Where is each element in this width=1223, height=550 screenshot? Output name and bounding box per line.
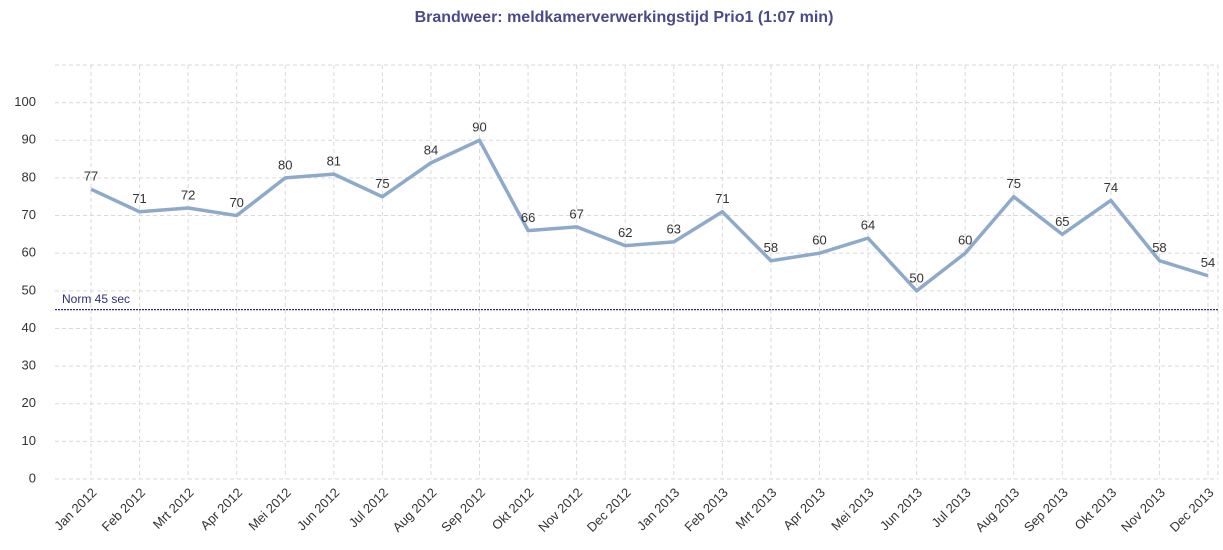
x-tick-label: Dec 2013 [1167,485,1217,535]
data-label: 71 [715,191,729,206]
x-tick-label: Apr 2012 [197,485,245,533]
x-tick-label: Nov 2013 [1118,485,1168,535]
x-tick-label: Aug 2012 [390,485,440,535]
x-tick-label: Jul 2013 [928,485,973,530]
data-label: 63 [667,221,681,236]
data-label: 58 [1152,240,1166,255]
x-tick-label: Mrt 2013 [733,485,780,532]
y-tick-label: 30 [22,358,36,373]
data-label: 75 [375,176,389,191]
data-label: 54 [1201,255,1215,270]
data-label: 66 [521,210,535,225]
y-tick-label: 100 [14,94,36,109]
x-tick-label: Nov 2012 [535,485,585,535]
x-tick-label: Sep 2013 [1021,485,1071,535]
x-tick-label: Mrt 2012 [150,485,197,532]
x-tick-label: Sep 2012 [438,485,488,535]
x-tick-label: Dec 2012 [584,485,634,535]
x-tick-label: Feb 2013 [681,485,730,534]
x-tick-label: Okt 2013 [1072,485,1120,533]
data-label: 67 [569,206,583,221]
x-tick-label: Jun 2013 [877,485,925,533]
reference-label: Norm 45 sec [62,292,130,306]
y-tick-label: 70 [22,207,36,222]
data-label: 70 [229,195,243,210]
y-tick-label: 0 [29,470,36,485]
data-label: 60 [812,233,826,248]
data-label: 75 [1007,176,1021,191]
y-tick-label: 10 [22,433,36,448]
y-tick-label: 50 [22,282,36,297]
data-label: 64 [861,218,875,233]
data-label: 71 [132,191,146,206]
data-label: 65 [1055,214,1069,229]
data-label: 58 [764,240,778,255]
x-tick-label: Apr 2013 [780,485,828,533]
data-label: 74 [1104,180,1118,195]
y-tick-label: 60 [22,245,36,260]
data-label: 84 [424,142,438,157]
data-label: 90 [472,120,486,135]
data-label: 80 [278,157,292,172]
data-label: 81 [327,154,341,169]
x-tick-label: Mei 2013 [828,485,876,533]
y-tick-label: 90 [22,132,36,147]
y-tick-label: 80 [22,169,36,184]
x-tick-label: Jul 2012 [346,485,391,530]
x-tick-label: Jan 2012 [51,485,99,533]
data-label: 50 [909,270,923,285]
x-tick-label: Jun 2012 [294,485,342,533]
y-tick-label: 40 [22,320,36,335]
data-label: 77 [84,169,98,184]
data-line [90,138,1209,293]
y-tick-label: 20 [22,395,36,410]
x-tick-label: Okt 2012 [489,485,537,533]
x-tick-label: Feb 2012 [99,485,148,534]
chart-title: Brandweer: meldkamerverwerkingstijd Prio… [415,9,834,26]
data-label: 60 [958,233,972,248]
x-tick-label: Jan 2013 [634,485,682,533]
data-label: 62 [618,225,632,240]
x-tick-label: Aug 2013 [972,485,1022,535]
x-tick-label: Mei 2012 [245,485,293,533]
data-label: 72 [181,187,195,202]
